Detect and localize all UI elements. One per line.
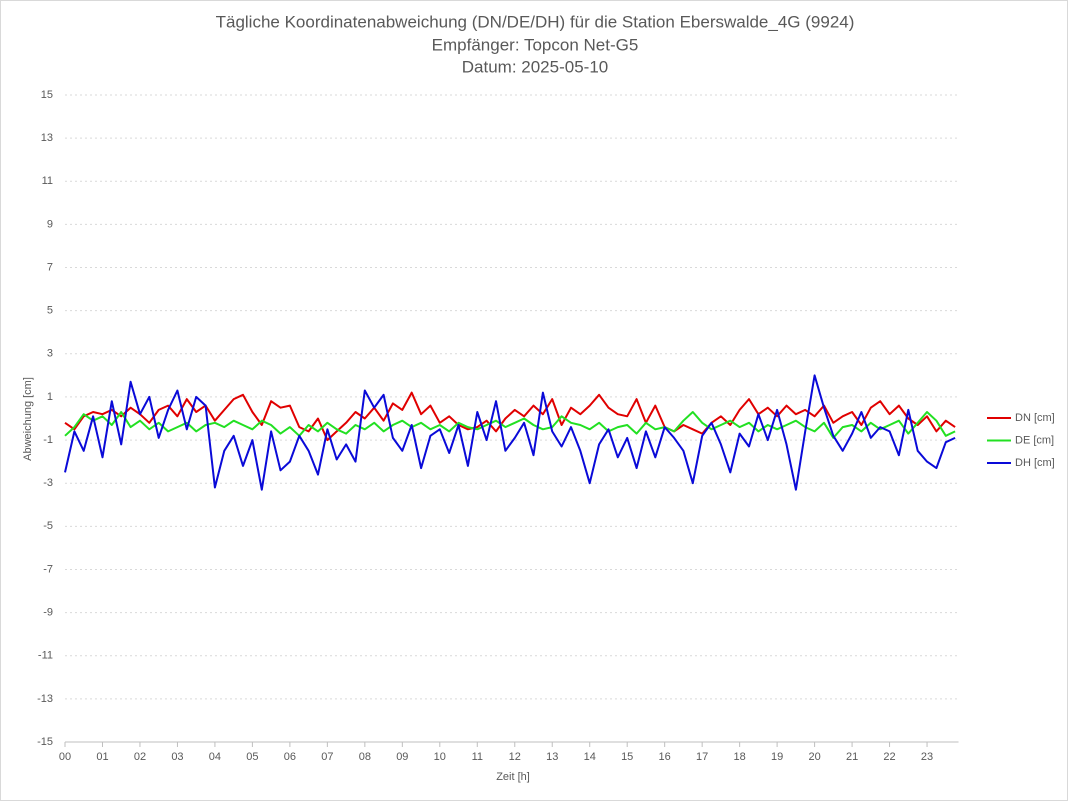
y-tick-label: -3 [43, 477, 53, 489]
x-tick-label: 07 [321, 751, 333, 763]
y-tick-label: 9 [47, 218, 53, 230]
y-tick-label: 5 [47, 305, 53, 317]
x-tick-label: 10 [434, 751, 446, 763]
x-tick-label: 17 [696, 751, 708, 763]
legend-label: DE [cm] [1015, 434, 1054, 446]
x-tick-label: 23 [921, 751, 933, 763]
y-tick-label: 1 [47, 391, 53, 403]
y-tick-label: -1 [43, 434, 53, 446]
x-tick-label: 03 [171, 751, 183, 763]
x-tick-label: 16 [659, 751, 671, 763]
y-tick-label: -11 [38, 650, 53, 662]
x-tick-label: 08 [359, 751, 371, 763]
y-axis-label: Abweichung [cm] [22, 377, 34, 461]
x-tick-label: 20 [808, 751, 820, 763]
y-tick-label: -5 [43, 520, 53, 532]
x-tick-label: 04 [209, 751, 221, 763]
y-tick-label: -15 [37, 736, 53, 748]
data-line [64, 374, 956, 491]
data-line [64, 411, 956, 439]
y-tick-label: 13 [41, 132, 53, 144]
x-tick-label: 06 [284, 751, 296, 763]
chart-subtitle: Empfänger: Topcon Net-G5 [432, 35, 639, 54]
data-line [64, 391, 956, 442]
x-tick-label: 21 [846, 751, 858, 763]
y-tick-label: 3 [47, 348, 53, 360]
x-tick-label: 00 [59, 751, 71, 763]
x-tick-label: 05 [246, 751, 258, 763]
x-tick-label: 09 [396, 751, 408, 763]
y-tick-label: -7 [43, 563, 53, 575]
x-axis-label: Zeit [h] [496, 771, 530, 783]
chart-subtitle: Datum: 2025-05-10 [462, 57, 608, 76]
x-tick-label: 19 [771, 751, 783, 763]
chart-title: Tägliche Koordinatenabweichung (DN/DE/DH… [216, 12, 855, 31]
x-tick-label: 13 [546, 751, 558, 763]
y-tick-label: -9 [43, 607, 53, 619]
y-tick-label: 7 [47, 261, 53, 273]
y-tick-label: 15 [41, 89, 53, 101]
x-tick-label: 11 [472, 751, 483, 763]
x-tick-label: 12 [509, 751, 521, 763]
legend-label: DN [cm] [1015, 412, 1055, 424]
x-tick-label: 18 [734, 751, 746, 763]
legend-label: DH [cm] [1015, 457, 1055, 469]
y-tick-label: -13 [37, 693, 53, 705]
y-tick-label: 11 [42, 175, 53, 187]
x-tick-label: 02 [134, 751, 146, 763]
x-tick-label: 14 [584, 751, 596, 763]
x-tick-label: 22 [883, 751, 895, 763]
x-tick-label: 15 [621, 751, 633, 763]
x-tick-label: 01 [96, 751, 108, 763]
